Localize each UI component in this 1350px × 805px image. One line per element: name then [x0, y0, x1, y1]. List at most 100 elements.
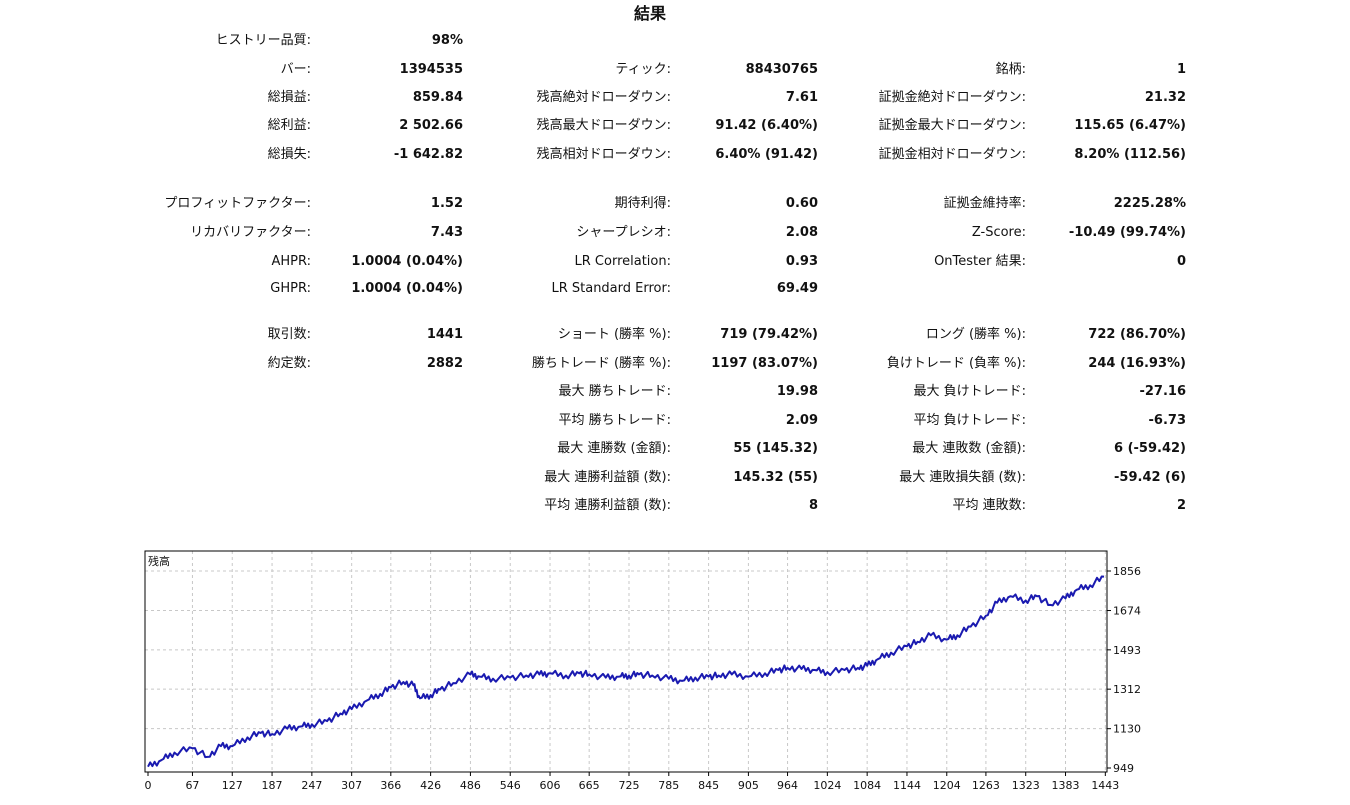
- x-tick-label: 426: [420, 779, 441, 792]
- stat-label: 約定数:: [267, 356, 311, 371]
- y-tick-label: 1130: [1113, 723, 1141, 736]
- x-tick-label: 725: [618, 779, 639, 792]
- stat-value: 1394535: [399, 62, 463, 77]
- stat-label: 残高相対ドローダウン:: [536, 147, 671, 162]
- stat-label: 取引数:: [267, 327, 311, 342]
- stat-label: 平均 連敗数:: [952, 498, 1026, 513]
- stat-value: 0: [1176, 254, 1186, 269]
- stat-value: -1 642.82: [393, 147, 463, 162]
- x-tick-label: 845: [698, 779, 719, 792]
- stat-value: 722 (86.70%): [1088, 327, 1186, 342]
- y-tick-label: 1493: [1113, 644, 1141, 657]
- x-tick-label: 1323: [1012, 779, 1040, 792]
- stat-label: Z-Score:: [971, 225, 1026, 240]
- stat-label: 平均 勝ちトレード:: [558, 413, 671, 428]
- stat-label: 総損益:: [267, 90, 311, 105]
- stat-value: 21.32: [1144, 90, 1186, 105]
- x-tick-label: 1443: [1091, 779, 1119, 792]
- x-tick-label: 606: [540, 779, 561, 792]
- stat-label: 証拠金最大ドローダウン:: [878, 118, 1026, 133]
- x-tick-label: 905: [738, 779, 759, 792]
- x-tick-label: 247: [301, 779, 322, 792]
- stat-value: 6 (-59.42): [1114, 441, 1186, 456]
- stat-value: 8.20% (112.56): [1074, 147, 1186, 162]
- x-tick-label: 785: [658, 779, 679, 792]
- y-tick-label: 1312: [1113, 683, 1141, 696]
- x-tick-label: 1024: [813, 779, 841, 792]
- stat-label: 残高絶対ドローダウン:: [536, 90, 671, 105]
- stat-value: 55 (145.32): [733, 441, 818, 456]
- stat-value: 1197 (83.07%): [711, 356, 818, 371]
- stat-label: AHPR:: [271, 254, 311, 269]
- x-tick-label: 1084: [853, 779, 881, 792]
- stat-label: ヒストリー品質:: [215, 33, 311, 48]
- stat-label: ショート (勝率 %):: [557, 327, 671, 342]
- x-tick-label: 665: [579, 779, 600, 792]
- stat-label: LR Standard Error:: [551, 281, 671, 296]
- stat-value: -10.49 (99.74%): [1068, 225, 1186, 240]
- stat-value: 2225.28%: [1113, 196, 1186, 211]
- stat-value: 1441: [426, 327, 463, 342]
- stat-value: 2 502.66: [399, 118, 463, 133]
- stat-value: 244 (16.93%): [1088, 356, 1186, 371]
- stat-label: 総損失:: [267, 147, 311, 162]
- x-tick-label: 486: [460, 779, 481, 792]
- stat-value: 0.93: [785, 254, 818, 269]
- stat-value: 19.98: [776, 384, 818, 399]
- stat-label: OnTester 結果:: [934, 254, 1026, 269]
- stat-label: バー:: [280, 62, 311, 77]
- stat-value: 1.0004 (0.04%): [351, 254, 463, 269]
- x-tick-label: 127: [222, 779, 243, 792]
- stat-label: 最大 連勝利益額 (数):: [544, 470, 671, 485]
- x-tick-label: 307: [341, 779, 362, 792]
- stat-label: 銘柄:: [995, 62, 1026, 77]
- x-tick-label: 1204: [933, 779, 961, 792]
- x-tick-label: 1144: [893, 779, 921, 792]
- stat-label: LR Correlation:: [574, 254, 671, 269]
- y-tick-label: 1674: [1113, 605, 1141, 618]
- stat-label: 最大 連敗数 (金額):: [912, 441, 1026, 456]
- stat-label: 負けトレード (負率 %):: [886, 356, 1026, 371]
- balance-series-line: [147, 575, 1105, 768]
- stat-label: 最大 負けトレード:: [913, 384, 1026, 399]
- stat-value: 98%: [431, 33, 463, 48]
- stat-label: プロフィットファクター:: [164, 196, 311, 211]
- stat-value: 1.0004 (0.04%): [351, 281, 463, 296]
- stat-label: 残高最大ドローダウン:: [536, 118, 671, 133]
- x-tick-label: 187: [262, 779, 283, 792]
- stat-value: -59.42 (6): [1114, 470, 1186, 485]
- y-tick-label: 1856: [1113, 565, 1141, 578]
- stat-value: 145.32 (55): [733, 470, 818, 485]
- stat-value: 719 (79.42%): [720, 327, 818, 342]
- stat-label: ロング (勝率 %):: [925, 327, 1026, 342]
- stat-value: 1: [1176, 62, 1186, 77]
- stat-value: 7.61: [785, 90, 818, 105]
- stat-value: -27.16: [1139, 384, 1186, 399]
- stat-label: 証拠金相対ドローダウン:: [878, 147, 1026, 162]
- stat-value: 7.43: [430, 225, 463, 240]
- stat-value: 69.49: [776, 281, 818, 296]
- stat-label: 勝ちトレード (勝率 %):: [531, 356, 671, 371]
- x-tick-label: 67: [185, 779, 199, 792]
- stat-label: 平均 負けトレード:: [913, 413, 1026, 428]
- plot-frame: [144, 550, 1108, 773]
- stat-value: 8: [808, 498, 818, 513]
- x-tick-label: 964: [777, 779, 798, 792]
- x-tick-label: 366: [380, 779, 401, 792]
- stat-label: 証拠金維持率:: [943, 196, 1026, 211]
- chart-title: 残高: [148, 554, 170, 568]
- stat-label: 総利益:: [267, 118, 311, 133]
- stat-label: 平均 連勝利益額 (数):: [544, 498, 671, 513]
- stat-label: 最大 連勝数 (金額):: [557, 441, 671, 456]
- stat-value: 115.65 (6.47%): [1074, 118, 1186, 133]
- stat-value: 2882: [426, 356, 463, 371]
- stat-label: 期待利得:: [614, 196, 671, 211]
- stat-label: リカバリファクター:: [190, 225, 311, 240]
- stat-label: 証拠金絶対ドローダウン:: [878, 90, 1026, 105]
- stat-value: 1.52: [430, 196, 463, 211]
- x-tick-label: 546: [500, 779, 521, 792]
- stat-value: 2.09: [785, 413, 818, 428]
- stat-label: ティック:: [615, 62, 671, 77]
- plot-area: [145, 551, 1107, 772]
- results-title: 結果: [633, 4, 666, 23]
